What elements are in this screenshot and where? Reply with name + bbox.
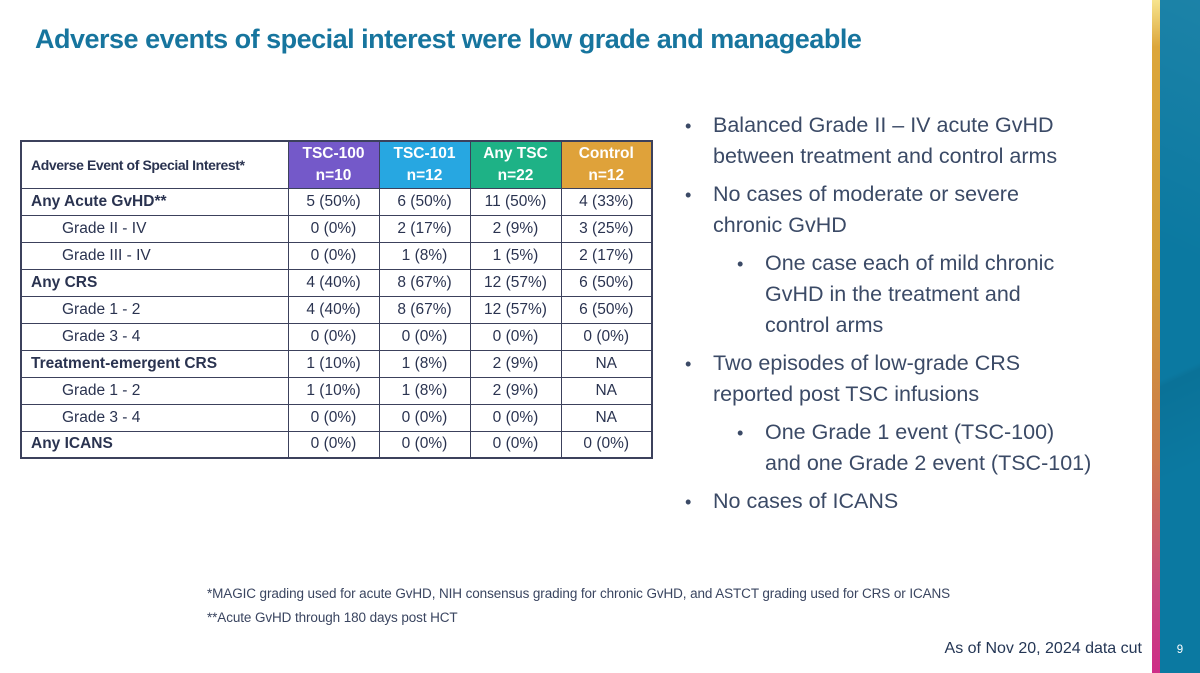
table-row: Treatment-emergent CRS 1 (10%) 1 (8%) 2 (9%… (20, 349, 653, 378)
row-label: Grade II - IV (20, 214, 289, 243)
table-row: Grade III - IV 0 (0%) 1 (8%) 1 (5%) 2 (17%) (20, 241, 653, 270)
row-label: Grade 3 - 4 (20, 322, 289, 351)
cell-value: 0 (0%) (378, 430, 471, 459)
table-row: Any Acute GvHD** 5 (50%) 6 (50%) 11 (50%) 4 … (20, 187, 653, 216)
cell-value: 1 (5%) (469, 241, 562, 270)
cell-value: 3 (25%) (560, 214, 653, 243)
page-number: 9 (1176, 644, 1184, 656)
cell-value: 12 (57%) (469, 268, 562, 297)
row-label: Grade III - IV (20, 241, 289, 270)
column-header-control: Control n=12 (560, 140, 653, 189)
sub-bullet-item: One case each of mild chronic GvHD in th… (680, 248, 1170, 341)
row-label: Treatment-emergent CRS (20, 349, 289, 378)
table-row: Any CRS 4 (40%) 8 (67%) 12 (57%) 6 (50%) (20, 268, 653, 297)
table-row: Any ICANS 0 (0%) 0 (0%) 0 (0%) 0 (0%) (20, 430, 653, 459)
footnote-acute-gvhd: **Acute GvHD through 180 days post HCT (207, 610, 458, 625)
cell-value: 0 (0%) (287, 241, 380, 270)
table-corner-header: Adverse Event of Special Interest* (20, 140, 289, 189)
row-label: Any CRS (20, 268, 289, 297)
cell-value: 8 (67%) (378, 295, 471, 324)
footnote-magic-grading: *MAGIC grading used for acute GvHD, NIH … (207, 586, 951, 601)
cell-value: 1 (8%) (378, 349, 471, 378)
cell-value: 12 (57%) (469, 295, 562, 324)
cell-value: 2 (9%) (469, 349, 562, 378)
slide-title: Adverse events of special interest were … (35, 24, 862, 54)
cell-value: 0 (0%) (378, 403, 471, 432)
cell-value: NA (560, 349, 653, 378)
table-row: Grade II - IV 0 (0%) 2 (17%) 2 (9%) 3 (25%) (20, 214, 653, 243)
cell-value: 1 (8%) (378, 241, 471, 270)
cell-value: 2 (17%) (378, 214, 471, 243)
column-name: TSC-101 (393, 145, 456, 163)
column-header-tsc-100: TSC-100 n=10 (287, 140, 380, 189)
row-label: Grade 1 - 2 (20, 376, 289, 405)
column-name: Any TSC (483, 145, 548, 163)
table-header-row: Adverse Event of Special Interest* TSC-1… (20, 140, 653, 189)
cell-value: 2 (17%) (560, 241, 653, 270)
bullet-item: No cases of ICANS (680, 486, 1170, 517)
data-cut-note: As of Nov 20, 2024 data cut (944, 640, 1142, 657)
cell-value: 4 (40%) (287, 295, 380, 324)
cell-value: 0 (0%) (469, 403, 562, 432)
cell-value: 0 (0%) (287, 430, 380, 459)
bullet-item: Two episodes of low-grade CRS reported p… (680, 348, 1170, 410)
cell-value: 0 (0%) (560, 430, 653, 459)
cell-value: 1 (8%) (378, 376, 471, 405)
column-name: TSC-100 (302, 145, 365, 163)
column-header-any-tsc: Any TSC n=22 (469, 140, 562, 189)
column-sample-size: n=10 (315, 166, 352, 184)
cell-value: 6 (50%) (560, 295, 653, 324)
cell-value: 6 (50%) (560, 268, 653, 297)
cell-value: 2 (9%) (469, 376, 562, 405)
cell-value: 4 (33%) (560, 187, 653, 216)
key-points-list: Balanced Grade II – IV acute GvHD betwee… (680, 110, 1170, 524)
row-label: Any ICANS (20, 430, 289, 459)
column-sample-size: n=12 (588, 166, 625, 184)
bullet-item: Balanced Grade II – IV acute GvHD betwee… (680, 110, 1170, 172)
adverse-events-table: Adverse Event of Special Interest* TSC-1… (20, 140, 653, 459)
row-label: Grade 1 - 2 (20, 295, 289, 324)
cell-value: 2 (9%) (469, 214, 562, 243)
column-sample-size: n=22 (497, 166, 534, 184)
cell-value: NA (560, 403, 653, 432)
gradient-stripe (1152, 0, 1160, 673)
cell-value: 0 (0%) (287, 322, 380, 351)
cell-value: 4 (40%) (287, 268, 380, 297)
cell-value: 0 (0%) (469, 322, 562, 351)
cell-value: 0 (0%) (378, 322, 471, 351)
cell-value: 0 (0%) (560, 322, 653, 351)
cell-value: 5 (50%) (287, 187, 380, 216)
cell-value: 11 (50%) (469, 187, 562, 216)
row-label: Any Acute GvHD** (20, 187, 289, 216)
cell-value: 0 (0%) (287, 214, 380, 243)
cell-value: 8 (67%) (378, 268, 471, 297)
teal-band: 9 (1160, 0, 1200, 673)
column-name: Control (578, 145, 634, 163)
row-label: Grade 3 - 4 (20, 403, 289, 432)
cell-value: NA (560, 376, 653, 405)
adverse-events-table-grid: Adverse Event of Special Interest* TSC-1… (20, 140, 653, 459)
cell-value: 1 (10%) (287, 376, 380, 405)
decorative-side-strip: 9 (1152, 0, 1200, 673)
column-header-tsc-101: TSC-101 n=12 (378, 140, 471, 189)
bullet-item: No cases of moderate or severe chronic G… (680, 179, 1170, 241)
cell-value: 1 (10%) (287, 349, 380, 378)
cell-value: 0 (0%) (287, 403, 380, 432)
footnotes: *MAGIC grading used for acute GvHD, NIH … (207, 582, 950, 630)
column-sample-size: n=12 (406, 166, 443, 184)
sub-bullet-item: One Grade 1 event (TSC-100) and one Grad… (680, 417, 1170, 479)
cell-value: 6 (50%) (378, 187, 471, 216)
cell-value: 0 (0%) (469, 430, 562, 459)
